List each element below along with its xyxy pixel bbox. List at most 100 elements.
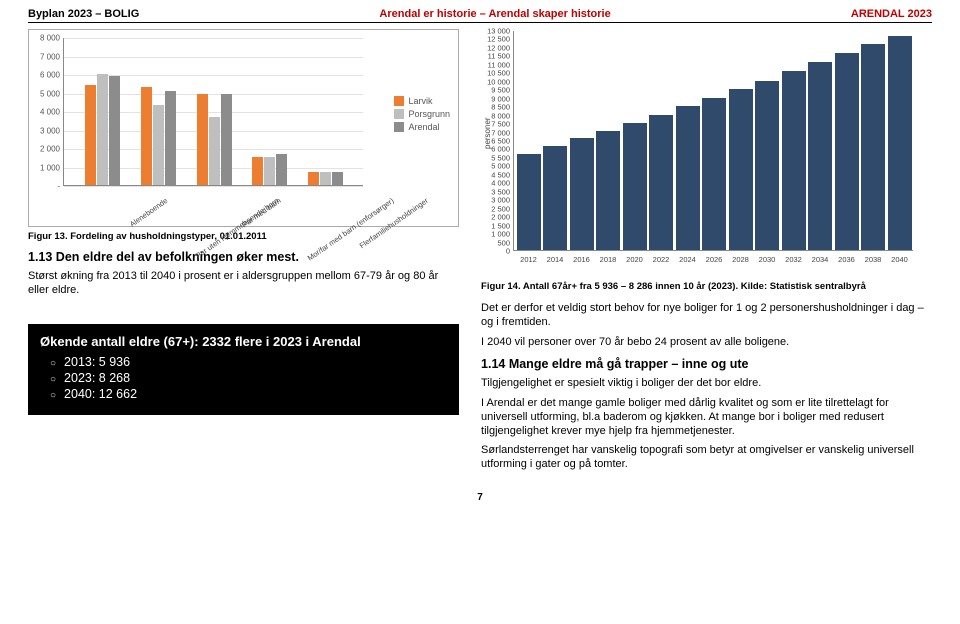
chart2-elderly-projection: personer 05001 0001 5002 0002 5003 0003 …: [481, 29, 932, 279]
chart1-bar: [165, 91, 176, 185]
chart1-bar: [209, 117, 220, 185]
chart1-bar: [109, 76, 120, 185]
chart1-bar-group: [308, 172, 343, 185]
legend-label: Larvik: [408, 96, 432, 106]
legend-swatch: [394, 96, 404, 106]
chart1-ytick: 4 000: [34, 108, 60, 117]
chart1-ytick: -: [34, 182, 60, 191]
chart2-bar: [517, 154, 541, 250]
chart2-xtick: 2026: [706, 255, 723, 264]
chart2-bar: [861, 44, 885, 250]
chart2-bar: [543, 146, 567, 250]
highlight-box-list: 2013: 5 936 2023: 8 268 2040: 12 662: [40, 355, 447, 401]
chart2-bar: [570, 138, 594, 250]
chart2-ytick: 7 000: [484, 128, 510, 137]
chart2-xtick: 2018: [600, 255, 617, 264]
chart2-ytick: 2 500: [484, 204, 510, 213]
chart2-xtick: 2014: [547, 255, 564, 264]
para-2040-share: I 2040 vil personer over 70 år bebo 24 p…: [481, 336, 932, 350]
chart1-bar: [320, 172, 331, 185]
chart1-ytick: 6 000: [34, 71, 60, 80]
highlight-box-item: 2023: 8 268: [50, 371, 447, 385]
chart1-bar: [97, 74, 108, 185]
chart2-bar: [676, 106, 700, 250]
chart2-ytick: 0: [484, 247, 510, 256]
chart1-ytick: 7 000: [34, 52, 60, 61]
chart1-bar: [197, 94, 208, 185]
chart1-bar-group: [85, 74, 120, 185]
chart2-ytick: 8 000: [484, 111, 510, 120]
header-center: Arendal er historie – Arendal skaper his…: [379, 8, 610, 20]
chart2-bar: [782, 71, 806, 250]
chart2-xtick: 2022: [653, 255, 670, 264]
chart2-bar: [835, 53, 859, 250]
chart2-xtick: 2030: [759, 255, 776, 264]
chart2-xtick: 2020: [626, 255, 643, 264]
content-columns: - 1 000 2 000 3 000 4 000 5 000 6 000 7 000 8 00…: [28, 29, 932, 478]
chart2-bar: [702, 98, 726, 250]
chart2-bar: [649, 115, 673, 250]
chart1-bar: [332, 172, 343, 185]
highlight-box-item: 2040: 12 662: [50, 387, 447, 401]
chart2-ytick: 13 000: [484, 27, 510, 36]
legend-label: Arendal: [408, 122, 439, 132]
chart1-ytick: 3 000: [34, 126, 60, 135]
chart1-legend: Larvik Porsgrunn Arendal: [394, 96, 450, 135]
chart2-ytick: 5 500: [484, 153, 510, 162]
chart2-ytick: 4 500: [484, 170, 510, 179]
chart2-ytick: 11 000: [484, 60, 510, 69]
section-114-heading: 1.14 Mange eldre må gå trapper – inne og…: [481, 357, 932, 371]
chart1-bar: [252, 157, 263, 185]
chart2-xtick: 2040: [891, 255, 908, 264]
right-column: personer 05001 0001 5002 0002 5003 0003 …: [481, 29, 932, 478]
para-old-housing: I Arendal er det mange gamle boliger med…: [481, 397, 932, 438]
chart1-household-types: -1 0002 0003 0004 0005 0006 0007 0008 00…: [28, 29, 459, 227]
chart2-bar: [623, 123, 647, 250]
chart2-ytick: 500: [484, 238, 510, 247]
chart2-ytick: 6 500: [484, 137, 510, 146]
chart2-ytick: 2 000: [484, 213, 510, 222]
chart1-xtick: Aleneboende: [128, 196, 169, 229]
chart1-ytick: 5 000: [34, 89, 60, 98]
chart2-ytick: 8 500: [484, 103, 510, 112]
para-accessibility: Tilgjengelighet er spesielt viktig i bol…: [481, 377, 932, 391]
legend-label: Porsgrunn: [408, 109, 450, 119]
chart2-xtick: 2038: [865, 255, 882, 264]
chart2-ytick: 3 000: [484, 196, 510, 205]
chart2-ytick: 10 000: [484, 77, 510, 86]
left-column: -1 0002 0003 0004 0005 0006 0007 0008 00…: [28, 29, 459, 478]
chart2-bar: [808, 62, 832, 250]
chart2-ytick: 12 000: [484, 43, 510, 52]
highlight-box-title: Økende antall eldre (67+): 2332 flere i …: [40, 334, 447, 349]
figure14-caption: Figur 14. Antall 67år+ fra 5 936 – 8 286…: [481, 281, 932, 292]
chart1-ytick: 2 000: [34, 145, 60, 154]
chart2-ytick: 1 500: [484, 221, 510, 230]
chart2-bar: [729, 89, 753, 250]
chart1-bar: [308, 172, 319, 185]
chart1-legend-item: Porsgrunn: [394, 109, 450, 119]
chart1-legend-item: Arendal: [394, 122, 450, 132]
page-header: Byplan 2023 – BOLIG Arendal er historie …: [28, 8, 932, 23]
chart1-bar: [264, 157, 275, 185]
chart1-bar-group: [197, 94, 232, 185]
chart1-bar: [153, 105, 164, 185]
chart2-ytick: 7 500: [484, 120, 510, 129]
figure13-caption: Figur 13. Fordeling av husholdningstyper…: [28, 231, 459, 242]
highlight-box-elderly: Økende antall eldre (67+): 2332 flere i …: [28, 324, 459, 415]
chart2-xtick: 2012: [520, 255, 537, 264]
chart2-ytick: 3 500: [484, 187, 510, 196]
chart2-xtick: 2036: [838, 255, 855, 264]
legend-swatch: [394, 109, 404, 119]
chart2-xtick: 2028: [732, 255, 749, 264]
highlight-box-item: 2013: 5 936: [50, 355, 447, 369]
section-113-body: Størst økning fra 2013 til 2040 i prosen…: [28, 270, 459, 298]
chart2-ytick: 9 500: [484, 86, 510, 95]
chart2-xtick: 2032: [785, 255, 802, 264]
chart1-ytick: 1 000: [34, 163, 60, 172]
chart1-bar-group: [252, 154, 287, 185]
section-113-heading: 1.13 Den eldre del av befolkningen øker …: [28, 250, 459, 264]
chart2-ytick: 1 000: [484, 230, 510, 239]
chart2-xtick: 2016: [573, 255, 590, 264]
para-need-housing: Det er derfor et veldig stort behov for …: [481, 302, 932, 330]
chart2-ytick: 4 000: [484, 179, 510, 188]
